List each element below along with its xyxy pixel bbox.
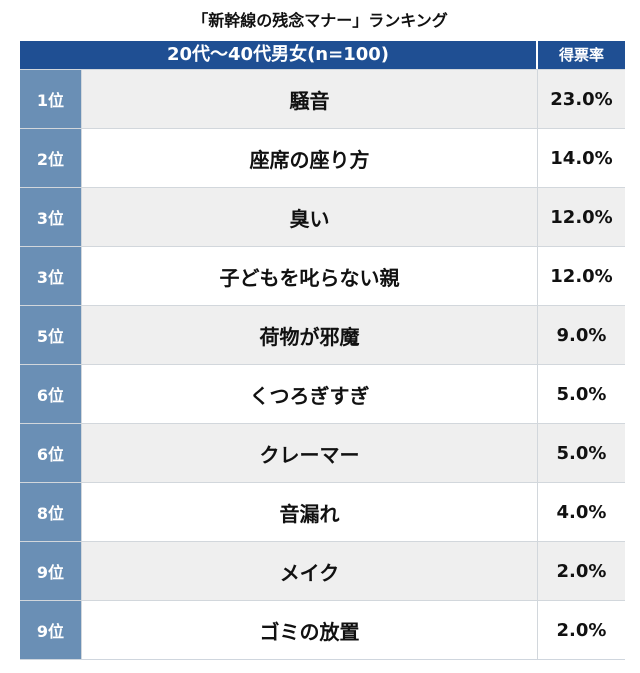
rank-label: 9位: [20, 601, 82, 659]
rank-label: 2位: [20, 129, 82, 187]
rank-label: 8位: [20, 483, 82, 541]
table-row: 8位 音漏れ 4.0%: [20, 482, 625, 541]
table-row: 9位 ゴミの放置 2.0%: [20, 600, 625, 659]
header-score-label: 得票率: [558, 46, 604, 64]
rank-label: 3位: [20, 247, 82, 305]
table-row: 9位 メイク 2.0%: [20, 541, 625, 600]
ranking-table: 20代〜40代男女(n=100) 得票率 1位 騒音 23.0% 2位 座席の座り方 14…: [20, 41, 625, 660]
vote-share-value: 14.0%: [538, 129, 625, 187]
vote-share-value: 12.0%: [538, 188, 625, 246]
rank-label: 1位: [20, 70, 82, 128]
vote-share-value: 5.0%: [538, 424, 625, 482]
vote-share-value: 4.0%: [538, 483, 625, 541]
manner-item-label: ゴミの放置: [82, 601, 538, 659]
header-group-label: 20代〜40代男女(n=100): [20, 41, 538, 69]
manner-item-label: 座席の座り方: [82, 129, 538, 187]
table-row: 6位 クレーマー 5.0%: [20, 423, 625, 482]
table-header: 20代〜40代男女(n=100) 得票率: [20, 41, 625, 69]
table-row: 5位 荷物が邪魔 9.0%: [20, 305, 625, 364]
manner-item-label: メイク: [82, 542, 538, 600]
vote-share-value: 9.0%: [538, 306, 625, 364]
table-row: 1位 騒音 23.0%: [20, 69, 625, 128]
table-row: 3位 臭い 12.0%: [20, 187, 625, 246]
table-row: 3位 子どもを叱らない親 12.0%: [20, 246, 625, 305]
table-body: 1位 騒音 23.0% 2位 座席の座り方 14.0% 3位 臭い 12.0% 3位 子どもを叱らな…: [20, 69, 625, 659]
vote-share-value: 2.0%: [538, 601, 625, 659]
vote-share-value: 12.0%: [538, 247, 625, 305]
manner-item-label: 臭い: [82, 188, 538, 246]
manner-item-label: 音漏れ: [82, 483, 538, 541]
manner-item-label: くつろぎすぎ: [82, 365, 538, 423]
rank-label: 6位: [20, 424, 82, 482]
table-row: 2位 座席の座り方 14.0%: [20, 128, 625, 187]
rank-label: 6位: [20, 365, 82, 423]
rank-label: 9位: [20, 542, 82, 600]
rank-label: 3位: [20, 188, 82, 246]
manner-item-label: クレーマー: [82, 424, 538, 482]
manner-item-label: 荷物が邪魔: [82, 306, 538, 364]
manner-item-label: 子どもを叱らない親: [82, 247, 538, 305]
chart-title: 「新幹線の残念マナー」ランキング: [192, 11, 448, 30]
vote-share-value: 23.0%: [538, 70, 625, 128]
vote-share-value: 2.0%: [538, 542, 625, 600]
table-row: 6位 くつろぎすぎ 5.0%: [20, 364, 625, 423]
vote-share-value: 5.0%: [538, 365, 625, 423]
rank-label: 5位: [20, 306, 82, 364]
manner-item-label: 騒音: [82, 70, 538, 128]
